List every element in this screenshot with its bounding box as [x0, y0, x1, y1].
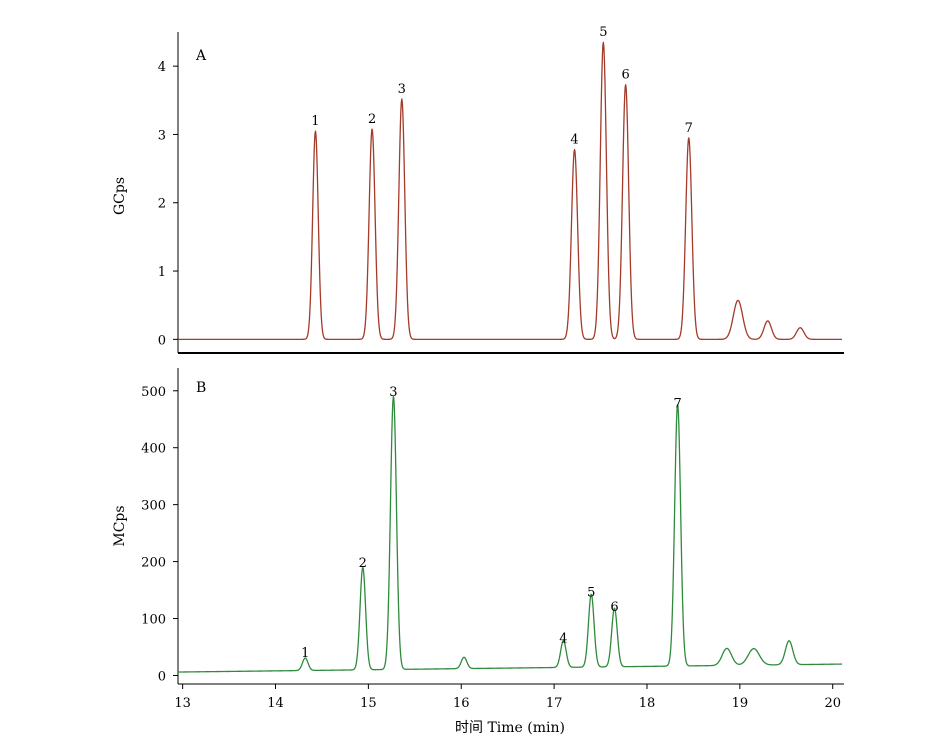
y-tick-label: 4 [158, 60, 166, 75]
y-tick-label: 200 [141, 556, 166, 571]
series-trace [177, 41, 843, 340]
y-axis-title: GCps [112, 177, 128, 215]
peak-label: 7 [673, 397, 681, 412]
peak-label: 6 [610, 600, 618, 615]
x-tick-label: 15 [360, 696, 377, 711]
panel-a: 0 1 2 3 4 A GCps 1 2 3 4 5 6 7 [112, 25, 844, 354]
y-tick-label: 500 [141, 385, 166, 400]
x-axis-title: 时间 Time (min) [455, 720, 565, 736]
y-tick-label: 100 [141, 613, 166, 628]
y-tick-label: 2 [158, 197, 166, 212]
peak-label: 5 [599, 25, 607, 40]
y-tick-label: 3 [158, 128, 166, 143]
peak-label: 2 [368, 112, 376, 127]
peak-label: 1 [311, 114, 319, 129]
x-tick-label: 13 [174, 696, 191, 711]
x-tick-label: 14 [267, 696, 284, 711]
x-tick-label: 17 [546, 696, 563, 711]
x-tick-label: 19 [732, 696, 749, 711]
peak-label: 4 [570, 132, 578, 147]
series-trace [177, 395, 843, 673]
y-tick-label: 1 [158, 265, 166, 280]
x-tick-label: 18 [639, 696, 656, 711]
peak-label: 6 [621, 68, 629, 83]
peak-label: 1 [301, 646, 309, 661]
y-tick-label: 400 [141, 442, 166, 457]
peak-label: 4 [559, 632, 567, 647]
x-tick-label: 20 [824, 696, 841, 711]
peak-label: 3 [389, 385, 397, 400]
y-tick-label: 0 [158, 333, 166, 348]
panel-label: A [195, 48, 207, 64]
y-tick-label: 0 [158, 669, 166, 684]
x-tick-label: 16 [453, 696, 470, 711]
peak-label: 5 [587, 586, 595, 601]
peak-label: 3 [398, 82, 406, 97]
panel-label: B [196, 380, 206, 396]
y-axis-title: MCps [112, 505, 128, 546]
peak-label: 2 [359, 556, 367, 571]
peak-label: 7 [685, 121, 693, 136]
y-tick-label: 300 [141, 499, 166, 514]
